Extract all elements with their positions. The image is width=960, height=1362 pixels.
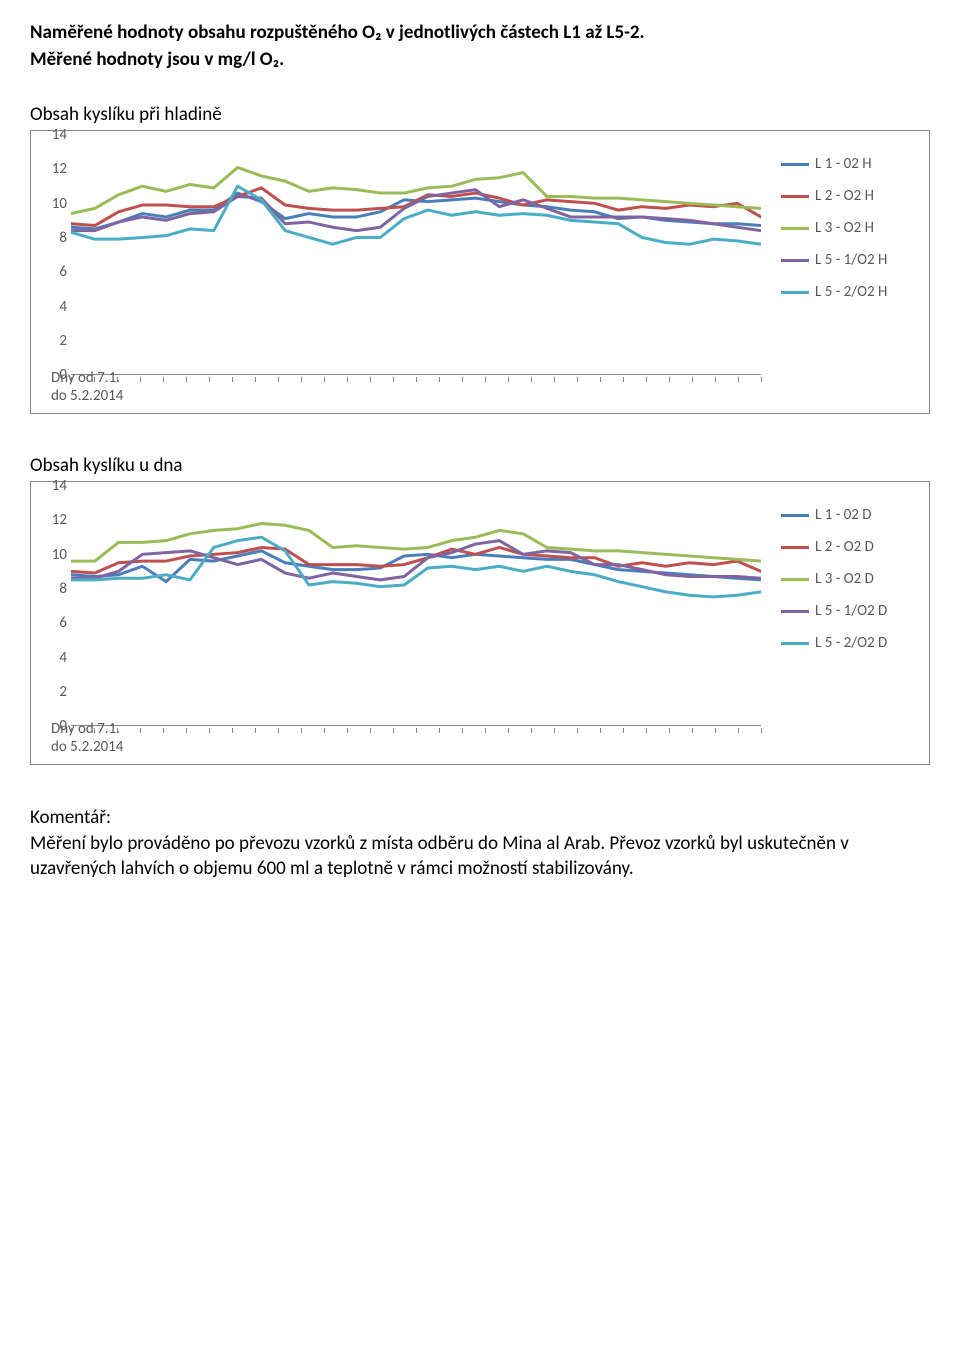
chart1-legend-item-4: L 5 - 2/O2 H — [781, 283, 911, 301]
chart2-x-ticks — [71, 728, 761, 734]
chart2-legend-item-2: L 3 - O2 D — [781, 570, 911, 588]
chart1-x-label: Dny od 7.1. do 5.2.2014 — [51, 369, 123, 405]
chart1-legend-swatch-0 — [781, 163, 809, 166]
page-heading: Naměřené hodnoty obsahu rozpuštěného O₂ … — [30, 20, 930, 73]
chart1-svg-wrap — [71, 135, 761, 375]
chart2-plot-area: 02468101214 Dny od 7.1. do 5.2.2014 — [39, 486, 761, 756]
chart2-legend-label-3: L 5 - 1/O2 D — [815, 602, 887, 620]
chart1-legend-label-4: L 5 - 2/O2 H — [815, 283, 887, 301]
chart1-ytick-14: 14 — [39, 126, 67, 144]
chart1-legend-label-1: L 2 - O2 H — [815, 187, 874, 205]
chart1-legend-label-0: L 1 - 02 H — [815, 155, 872, 173]
chart2-legend-item-1: L 2 - O2 D — [781, 538, 911, 556]
chart2-ytick-12: 12 — [39, 511, 67, 529]
chart2-x-label: Dny od 7.1. do 5.2.2014 — [51, 720, 123, 756]
chart1-legend-item-2: L 3 - O2 H — [781, 219, 911, 237]
chart2-legend-swatch-4 — [781, 642, 809, 645]
chart2-legend-item-4: L 5 - 2/O2 D — [781, 634, 911, 652]
chart2-legend-item-3: L 5 - 1/O2 D — [781, 602, 911, 620]
chart2-legend-swatch-0 — [781, 514, 809, 517]
chart2-ytick-2: 2 — [39, 683, 67, 701]
chart1-ytick-6: 6 — [39, 263, 67, 281]
chart2-legend: L 1 - 02 D L 2 - O2 D L 3 - O2 D L 5 - 1/O2… — [761, 486, 921, 666]
chart1-ytick-10: 10 — [39, 195, 67, 213]
chart2-block: Obsah kyslíku u dna 02468101214 Dny od 7… — [30, 454, 930, 765]
chart1-x-ticks — [71, 377, 761, 383]
chart2-xlabel-line2: do 5.2.2014 — [51, 738, 123, 756]
chart1-legend-item-1: L 2 - O2 H — [781, 187, 911, 205]
chart1-legend-swatch-2 — [781, 227, 809, 230]
chart2-box: 02468101214 Dny od 7.1. do 5.2.2014 L 1 … — [30, 481, 930, 765]
chart2-ytick-10: 10 — [39, 546, 67, 564]
chart1-legend: L 1 - 02 H L 2 - O2 H L 3 - O2 H L 5 - 1/O2… — [761, 135, 921, 315]
chart1-ytick-12: 12 — [39, 160, 67, 178]
chart2-legend-label-2: L 3 - O2 D — [815, 570, 874, 588]
chart2-ytick-8: 8 — [39, 580, 67, 598]
chart2-title: Obsah kyslíku u dna — [30, 454, 930, 477]
chart2-legend-label-1: L 2 - O2 D — [815, 538, 874, 556]
chart2-legend-item-0: L 1 - 02 D — [781, 506, 911, 524]
chart1-title: Obsah kyslíku při hladině — [30, 103, 930, 126]
chart2-ytick-4: 4 — [39, 649, 67, 667]
chart1-ytick-2: 2 — [39, 332, 67, 350]
chart1-plot-area: 02468101214 Dny od 7.1. do 5.2.2014 — [39, 135, 761, 405]
chart2-ytick-14: 14 — [39, 477, 67, 495]
chart1-legend-label-3: L 5 - 1/O2 H — [815, 251, 887, 269]
chart2-legend-swatch-3 — [781, 610, 809, 613]
heading-line1: Naměřené hodnoty obsahu rozpuštěného O₂ … — [30, 21, 645, 44]
chart1-ytick-8: 8 — [39, 229, 67, 247]
heading-line2: Měřené hodnoty jsou v mg/l O₂. — [30, 48, 284, 71]
chart1-xlabel-0: Dny od 7.1. — [51, 369, 120, 387]
chart2-legend-swatch-2 — [781, 578, 809, 581]
chart2-xlabel-0: Dny od 7.1. — [51, 720, 120, 738]
chart1-xlabel-line2: do 5.2.2014 — [51, 387, 123, 405]
chart2-legend-label-0: L 1 - 02 D — [815, 506, 872, 524]
chart1-legend-swatch-3 — [781, 259, 809, 262]
chart1-legend-label-2: L 3 - O2 H — [815, 219, 874, 237]
chart1-legend-swatch-4 — [781, 291, 809, 294]
chart1-legend-item-3: L 5 - 1/O2 H — [781, 251, 911, 269]
comment-label: Komentář: — [30, 806, 111, 829]
comment-text: Měření bylo prováděno po převozu vzorků … — [30, 832, 849, 881]
comment-block: Komentář: Měření bylo prováděno po převo… — [30, 805, 930, 882]
chart2-legend-label-4: L 5 - 2/O2 D — [815, 634, 887, 652]
chart1-y-axis: 02468101214 — [39, 135, 67, 375]
chart1-legend-swatch-1 — [781, 195, 809, 198]
chart1-box: 02468101214 Dny od 7.1. do 5.2.2014 L 1 … — [30, 130, 930, 414]
chart1-block: Obsah kyslíku při hladině 02468101214 Dn… — [30, 103, 930, 414]
chart1-ytick-4: 4 — [39, 298, 67, 316]
chart2-y-axis: 02468101214 — [39, 486, 67, 726]
chart2-ytick-6: 6 — [39, 614, 67, 632]
chart2-legend-swatch-1 — [781, 546, 809, 549]
chart1-legend-item-0: L 1 - 02 H — [781, 155, 911, 173]
chart2-svg-wrap — [71, 486, 761, 726]
